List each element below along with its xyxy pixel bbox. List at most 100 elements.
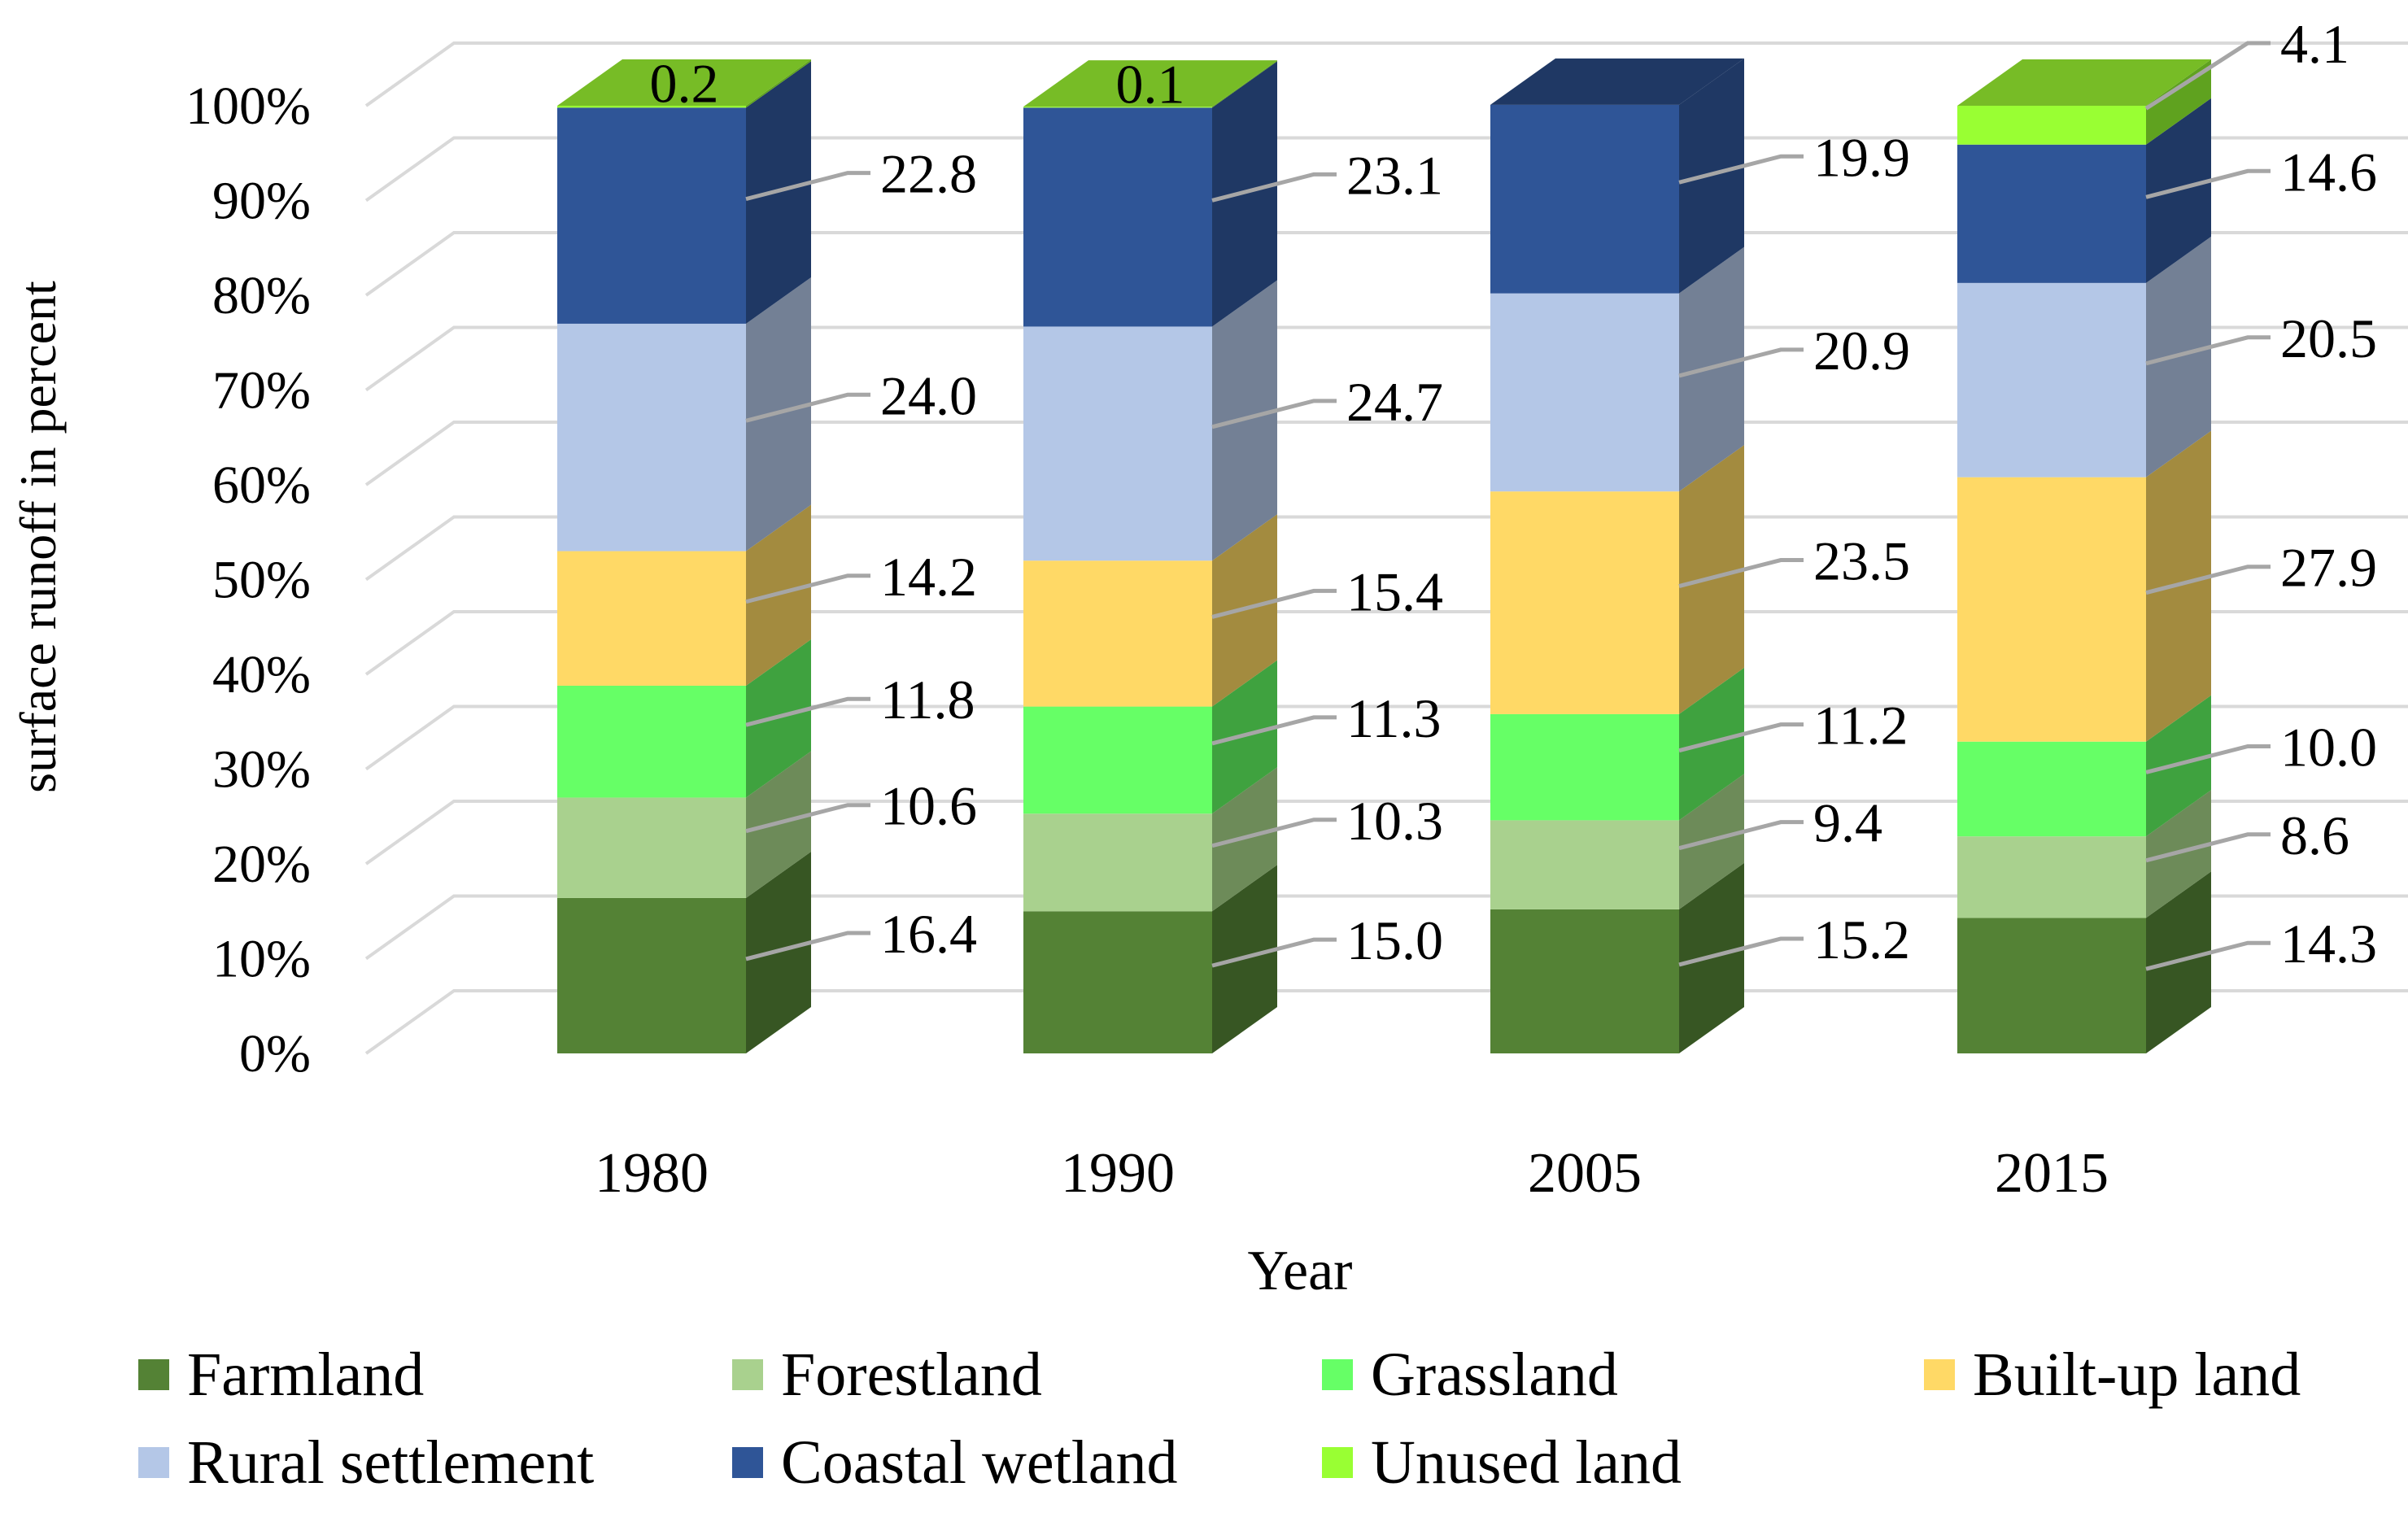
bar-segment-coastal-wetland [1490, 104, 1679, 294]
bar-segment-rural-settlement [1490, 293, 1679, 492]
bar-segment-farmland [557, 897, 746, 1053]
y-tick-label: 30% [212, 740, 311, 800]
data-label: 19.9 [1813, 126, 1910, 188]
data-label: 0.1 [1116, 54, 1185, 116]
legend-item-rural-settlement: Rural settlement [138, 1422, 594, 1503]
bar-segment-forestland [1490, 820, 1679, 909]
bar-segment-grassland [557, 685, 746, 798]
y-tick-label: 20% [212, 835, 311, 894]
legend-swatch [732, 1447, 763, 1478]
legend-label: Unused land [1371, 1428, 1682, 1497]
bar-segment-rural-settlement [1957, 282, 2146, 477]
legend-item-forestland: Forestland [732, 1334, 1042, 1415]
legend-label: Coastal wetland [781, 1428, 1178, 1497]
bar-segment-farmland [1957, 918, 2146, 1053]
data-label: 24.0 [880, 364, 977, 426]
data-label: 0.2 [650, 53, 719, 115]
data-label: 15.2 [1813, 909, 1910, 970]
leader-line [745, 392, 870, 423]
leader-line [745, 931, 870, 961]
y-tick-label: 60% [212, 456, 311, 515]
y-tick-label: 40% [212, 645, 311, 704]
gridline [364, 231, 2408, 297]
bar-segment-side [1212, 60, 1277, 108]
leader-line [2145, 335, 2271, 366]
leader-line [1678, 347, 1804, 378]
data-labels: 16.4 10.6 11.8 14.2 24.0 22.8 0.2 15.0 10.3 11.3 1… [650, 13, 2378, 975]
legend-item-farmland: Farmland [138, 1334, 424, 1415]
bar-top-face [1490, 58, 1744, 105]
leader-line [1211, 399, 1337, 429]
leader-line [1678, 558, 1804, 588]
data-label: 22.8 [880, 143, 977, 205]
data-label: 10.3 [1346, 790, 1443, 852]
bar-segment-side [2146, 59, 2211, 145]
data-label: 4.1 [2280, 13, 2349, 75]
bar-segment-built-up-land [1023, 560, 1212, 707]
bar-stack-2005 [1490, 58, 1744, 1053]
bar-segment-built-up-land [1490, 491, 1679, 714]
bar-segment-rural-settlement [1023, 326, 1212, 561]
bar-segment-grassland [1490, 713, 1679, 821]
legend-label: Farmland [187, 1340, 425, 1409]
y-tick-label: 70% [212, 361, 311, 421]
leader-line [1678, 722, 1804, 753]
data-label: 8.6 [2280, 804, 2349, 866]
leader-line [2145, 832, 2271, 863]
leader-line [1211, 588, 1337, 619]
legend-item-grassland: Grassland [1322, 1334, 1618, 1415]
data-label: 27.9 [2280, 537, 2377, 599]
bar-segment-grassland [1023, 706, 1212, 814]
legend-label: Rural settlement [187, 1428, 595, 1497]
data-label: 15.0 [1346, 909, 1443, 971]
bar-stack-1990 [1023, 60, 1277, 1053]
legend-label: Built-up land [1973, 1340, 2301, 1409]
data-label: 14.3 [2280, 913, 2377, 975]
bars [557, 58, 2211, 1053]
leader-line [1678, 820, 1804, 851]
gridline [364, 421, 2408, 486]
x-axis-title: Year [1248, 1240, 1353, 1302]
bar-segment-farmland [1023, 911, 1212, 1053]
y-axis-title: surface runoff in percent [9, 281, 67, 793]
legend: Farmland Forestland Grassland Built-up land… [138, 1334, 2384, 1497]
data-label: 10.0 [2280, 716, 2377, 778]
leader-line [745, 696, 870, 727]
leader-line [1211, 715, 1337, 746]
bar-segment-grassland [1957, 741, 2146, 837]
legend-label: Forestland [781, 1340, 1042, 1409]
bar-segment-built-up-land [1957, 477, 2146, 742]
leader-line [1211, 818, 1337, 848]
data-label: 11.3 [1346, 687, 1441, 749]
leader-line [1211, 937, 1337, 968]
gridline [364, 704, 2408, 771]
data-label: 24.7 [1346, 371, 1443, 433]
bar-segment-unused-land [1957, 106, 2146, 145]
legend-swatch [1322, 1359, 1353, 1390]
bar-stack-1980 [557, 59, 811, 1053]
y-tick-label: 100% [185, 76, 311, 136]
y-tick-label: 50% [212, 551, 311, 610]
bar-top-face [557, 59, 811, 106]
gridline [364, 610, 2408, 676]
bar-segment-forestland [1023, 813, 1212, 912]
y-tick-label: 10% [212, 930, 311, 989]
gridline [364, 894, 2408, 961]
leader-line [1211, 172, 1337, 203]
data-label: 16.4 [880, 903, 977, 965]
bar-segment-rural-settlement [557, 323, 746, 552]
x-axis-ticks: 1980 1990 2005 2015 [595, 1142, 2109, 1205]
bar-segment-forestland [557, 797, 746, 898]
leader-line [745, 573, 870, 604]
leader-line [1678, 154, 1804, 185]
legend-item-unused-land: Unused land [1322, 1422, 1682, 1503]
legend-swatch [1322, 1447, 1353, 1478]
bar-top-face [1957, 59, 2211, 106]
bar-segment-side [746, 59, 811, 108]
data-label: 14.6 [2280, 141, 2377, 203]
legend-swatch [732, 1359, 763, 1390]
bar-segment-farmland [1490, 909, 1679, 1053]
data-label: 11.2 [1813, 695, 1908, 756]
x-tick-label: 2005 [1528, 1142, 1642, 1205]
